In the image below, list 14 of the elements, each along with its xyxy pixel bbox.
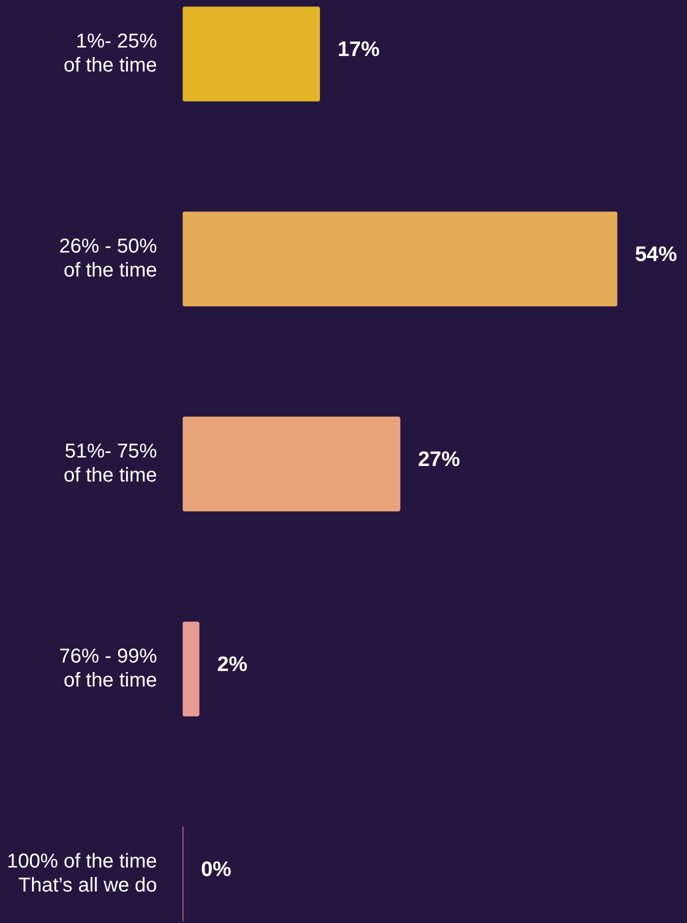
y-tick-label: 1%- 25% of the time bbox=[64, 30, 158, 77]
data-label: 27% bbox=[418, 448, 460, 471]
bar bbox=[182, 6, 320, 102]
y-tick-label: 76% - 99% of the time bbox=[59, 646, 158, 692]
bar bbox=[182, 622, 200, 716]
y-tick-label: 100% of the time That’s all we do bbox=[6, 850, 157, 897]
y-tick-label: 26% - 50% of the time bbox=[59, 236, 158, 282]
data-label: 17% bbox=[338, 38, 380, 61]
data-label: 0% bbox=[201, 858, 232, 881]
y-tick-label: 51%- 75% of the time bbox=[64, 440, 158, 487]
bar bbox=[182, 416, 400, 512]
data-label: 2% bbox=[217, 652, 248, 676]
bar bbox=[182, 212, 618, 306]
data-label: 54% bbox=[635, 242, 678, 266]
